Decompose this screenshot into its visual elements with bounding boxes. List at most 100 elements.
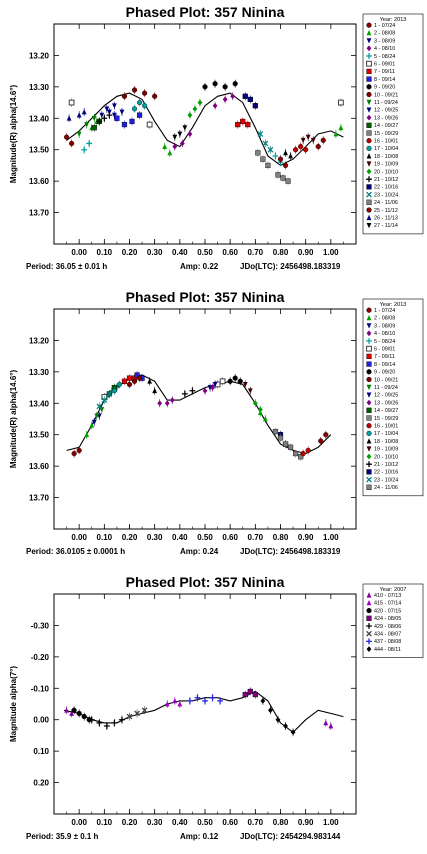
x-tick-label: 0.60 [222, 533, 238, 542]
data-point [232, 375, 238, 381]
data-point [136, 375, 143, 381]
legend-marker [366, 453, 372, 460]
chart-title: Phased Plot: 357 Ninina [126, 4, 285, 20]
data-point [242, 382, 248, 388]
data-point [263, 416, 268, 422]
y-tick-label: 0.00 [33, 716, 49, 725]
legend-label: 420 - 07/15 [374, 608, 401, 614]
y-tick-label: 13.30 [29, 83, 50, 92]
data-point [126, 375, 133, 381]
legend-label: 16 - 10/01 [374, 424, 398, 430]
legend-label: 424 - 08/05 [374, 616, 401, 622]
legend-label: 4 - 08/10 [374, 331, 395, 337]
data-point [81, 109, 87, 115]
data-point [142, 103, 148, 109]
legend-marker [366, 122, 372, 128]
legend-marker [366, 446, 372, 452]
fit-curve [66, 92, 344, 167]
legend-label: 22 - 10/16 [374, 470, 398, 476]
data-point [114, 115, 120, 121]
legend-label: 6 - 09/01 [374, 347, 395, 353]
legend-marker [366, 161, 372, 167]
data-point [293, 147, 299, 153]
x-tick-label: 0.30 [147, 533, 163, 542]
data-point [76, 112, 82, 118]
data-point [262, 140, 269, 147]
y-tick-label: 13.40 [29, 399, 50, 408]
x-tick-label: 0.80 [273, 818, 289, 827]
y-axis-label: Magnitude(R) alpha(14.6°) [9, 85, 18, 184]
data-point [265, 162, 271, 169]
data-points [63, 79, 344, 186]
data-point [320, 137, 326, 143]
data-point [272, 428, 279, 435]
data-point [121, 121, 128, 128]
legend-label: 12 - 09/25 [374, 108, 398, 114]
legend-label: 8 - 09/14 [374, 362, 395, 368]
legend-label: 27 - 11/14 [374, 223, 398, 229]
data-point [91, 419, 97, 426]
x-tick-label: 0.10 [97, 818, 113, 827]
legend-marker [366, 130, 372, 136]
legend-label: 13 - 09/26 [374, 400, 398, 406]
x-tick-label: 1.00 [323, 533, 339, 542]
x-tick-label: 0.10 [97, 533, 113, 542]
data-point [136, 112, 143, 118]
legend-title: Year: 2007 [380, 587, 407, 593]
legend-marker [366, 99, 372, 106]
x-tick-label: 0.50 [197, 248, 213, 257]
legend-marker [366, 353, 372, 360]
legend-marker [366, 184, 372, 190]
data-point [177, 701, 183, 707]
data-point [252, 400, 258, 407]
legend-marker [366, 153, 372, 159]
legend-marker [366, 361, 372, 367]
data-point [164, 701, 170, 707]
legend-label: 20 - 10/10 [374, 169, 398, 175]
legend-label: 15 - 09/29 [374, 416, 398, 422]
legend-marker [366, 168, 372, 175]
legend-marker [366, 369, 372, 375]
legend-label: 1 - 07/24 [374, 23, 395, 29]
legend-marker [366, 53, 372, 59]
y-tick-label: 13.20 [29, 336, 50, 345]
data-point [172, 143, 178, 150]
data-point [187, 112, 193, 119]
legend-label: 10 - 09/21 [374, 92, 398, 98]
legend-label: 7 - 09/11 [374, 69, 395, 75]
legend-marker [366, 384, 372, 391]
period-label: Period: 36.05 ± 0.01 h [26, 262, 107, 271]
data-point [260, 697, 266, 704]
legend-marker [366, 338, 372, 344]
x-tick-label: 0.70 [248, 818, 264, 827]
data-point [172, 697, 178, 704]
data-point [283, 723, 288, 729]
data-point [202, 697, 208, 704]
legend-label: 2 - 08/08 [374, 31, 395, 37]
legend-label: 7 - 09/11 [374, 354, 395, 360]
data-point [121, 378, 128, 384]
data-point [293, 450, 299, 457]
legend-marker [366, 615, 372, 621]
x-tick-label: 0.50 [197, 533, 213, 542]
data-point [136, 99, 143, 106]
data-point [333, 131, 339, 137]
data-point [96, 118, 103, 125]
data-point [318, 438, 324, 444]
legend-title: Year: 2013 [380, 302, 407, 308]
y-tick-label: -0.20 [31, 653, 50, 662]
data-point [111, 388, 118, 394]
data-point [277, 156, 284, 162]
y-tick-label: 13.50 [29, 146, 50, 155]
data-point [146, 121, 153, 128]
data-point [338, 124, 344, 131]
amplitude-label: Amp: 0.12 [180, 832, 219, 841]
y-axis-label: Magnitude alpha(7°) [9, 666, 18, 742]
data-point [242, 691, 248, 698]
legend-marker [366, 430, 372, 437]
data-point [164, 400, 170, 407]
legend-marker [366, 600, 372, 606]
data-point [222, 84, 228, 90]
jd-label: JDo(LTC): 2456498.183319 [240, 547, 341, 556]
legend-marker [366, 630, 372, 637]
